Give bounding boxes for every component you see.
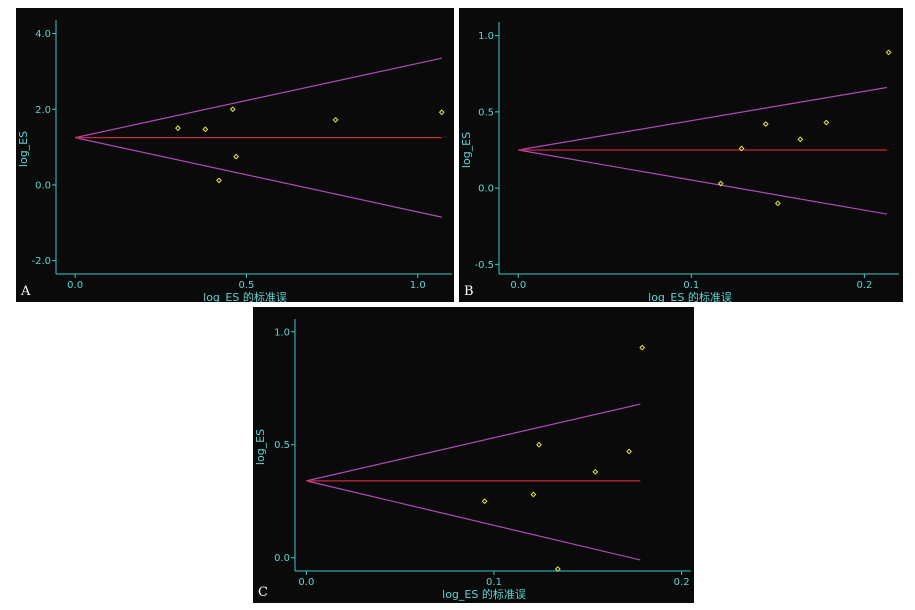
study-point bbox=[202, 126, 209, 133]
study-point bbox=[762, 121, 769, 127]
study-point bbox=[823, 119, 830, 126]
study-point bbox=[885, 49, 892, 56]
x-axis-title: log_ES 的标准误 bbox=[442, 587, 526, 601]
funnel-plot-c: 1.0 0.5 0.0 0.0 0.1 0.2 log_ES 的标准误 log_ES bbox=[254, 319, 691, 601]
y-axis-title: log_ES bbox=[460, 132, 473, 168]
funnel-lower-line bbox=[75, 137, 442, 218]
study-point bbox=[530, 491, 537, 498]
y-tick-label: 0.0 bbox=[478, 184, 494, 195]
x-axis-title: log_ES 的标准误 bbox=[648, 290, 732, 302]
funnel-upper-line bbox=[518, 86, 887, 151]
funnel-upper-line bbox=[306, 403, 641, 482]
y-axis-title: log_ES bbox=[254, 429, 267, 465]
study-point bbox=[229, 106, 236, 113]
funnel-upper-line bbox=[75, 57, 442, 139]
study-point bbox=[774, 200, 781, 207]
y-tick-label: -2.0 bbox=[31, 256, 51, 267]
study-point bbox=[175, 125, 181, 132]
study-point bbox=[233, 153, 240, 160]
x-axis-title: log_ES 的标准误 bbox=[203, 290, 287, 302]
funnel-lower-line bbox=[518, 149, 887, 215]
panel-label-b: B bbox=[464, 284, 474, 299]
y-tick-label: 4.0 bbox=[35, 29, 51, 40]
x-tick-label: 0.1 bbox=[683, 280, 699, 291]
funnel-plot-panel-a: 4.0 2.0 0.0 -2.0 0.0 0.5 1.0 log_ES 的标准误 log_ES … bbox=[16, 8, 454, 302]
funnel-plot-b: 1.0 0.5 0.0 -0.5 0.0 0.1 0.2 log_ES 的标准误 log_ES bbox=[460, 22, 899, 302]
panel-label-c: C bbox=[258, 585, 268, 600]
study-point bbox=[592, 468, 599, 475]
study-point bbox=[438, 109, 445, 116]
study-point bbox=[717, 180, 724, 187]
study-point bbox=[216, 177, 222, 184]
y-tick-label: -0.5 bbox=[474, 260, 494, 271]
x-tick-label: 0.5 bbox=[238, 280, 254, 291]
y-tick-label: 2.0 bbox=[35, 105, 51, 116]
study-point bbox=[797, 136, 804, 143]
study-point bbox=[554, 566, 561, 572]
x-tick-label: 0.0 bbox=[67, 280, 83, 291]
y-tick-label: 1.0 bbox=[274, 327, 290, 338]
study-point bbox=[738, 145, 745, 152]
x-tick-label: 0.0 bbox=[298, 577, 314, 588]
study-point bbox=[332, 116, 339, 123]
study-point bbox=[626, 448, 632, 455]
x-tick-label: 0.2 bbox=[674, 577, 690, 588]
funnel-lower-line bbox=[306, 480, 641, 561]
funnel-plot-a: 4.0 2.0 0.0 -2.0 0.0 0.5 1.0 log_ES 的标准误 log_ES bbox=[17, 20, 452, 302]
study-point bbox=[536, 441, 542, 448]
y-axis-title: log_ES bbox=[17, 131, 30, 167]
y-tick-label: 0.0 bbox=[35, 180, 51, 191]
x-tick-label: 0.0 bbox=[510, 280, 526, 291]
funnel-plot-panel-b: 1.0 0.5 0.0 -0.5 0.0 0.1 0.2 log_ES 的标准误 log_ES … bbox=[459, 8, 903, 302]
x-tick-label: 1.0 bbox=[410, 280, 426, 291]
x-tick-label: 0.2 bbox=[856, 280, 872, 291]
funnel-plot-panel-c: 1.0 0.5 0.0 0.0 0.1 0.2 log_ES 的标准误 log_ES C bbox=[253, 307, 694, 603]
y-tick-label: 0.0 bbox=[274, 553, 290, 564]
y-tick-label: 0.5 bbox=[478, 107, 494, 118]
x-tick-label: 0.1 bbox=[486, 577, 502, 588]
panel-label-a: A bbox=[21, 284, 31, 299]
study-point bbox=[481, 498, 488, 505]
y-tick-label: 0.5 bbox=[274, 440, 290, 451]
study-point bbox=[639, 344, 646, 351]
y-tick-label: 1.0 bbox=[478, 31, 494, 42]
